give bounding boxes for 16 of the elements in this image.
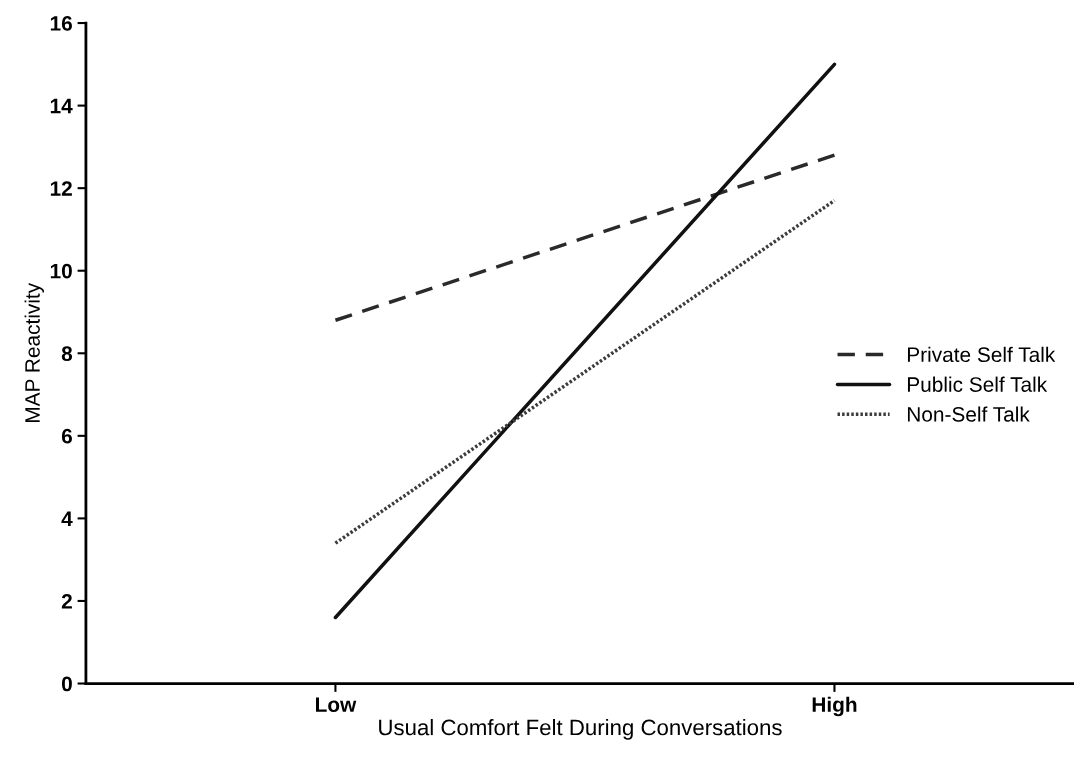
x-axis-title: Usual Comfort Felt During Conversations: [379, 719, 782, 740]
y-tick-label: 10: [50, 263, 72, 279]
legend-label: Non-Self Talk: [907, 406, 1030, 422]
y-tick-label: 16: [50, 16, 72, 31]
y-tick-label: 8: [61, 346, 73, 362]
y-tick-label: 12: [50, 181, 72, 196]
y-tick-label: 2: [61, 593, 72, 609]
y-tick-label: 14: [50, 98, 73, 114]
y-tick-label: 6: [61, 428, 72, 444]
y-tick-label: 0: [61, 676, 72, 692]
y-tick-label: 4: [61, 511, 73, 526]
x-tick-label: High: [812, 696, 857, 717]
y-axis-title: MAP Reactivity: [24, 282, 44, 423]
legend-label: Private Self Talk: [907, 346, 1056, 363]
x-tick-label: Low: [316, 697, 357, 713]
legend-label: Public Self Talk: [907, 376, 1048, 392]
